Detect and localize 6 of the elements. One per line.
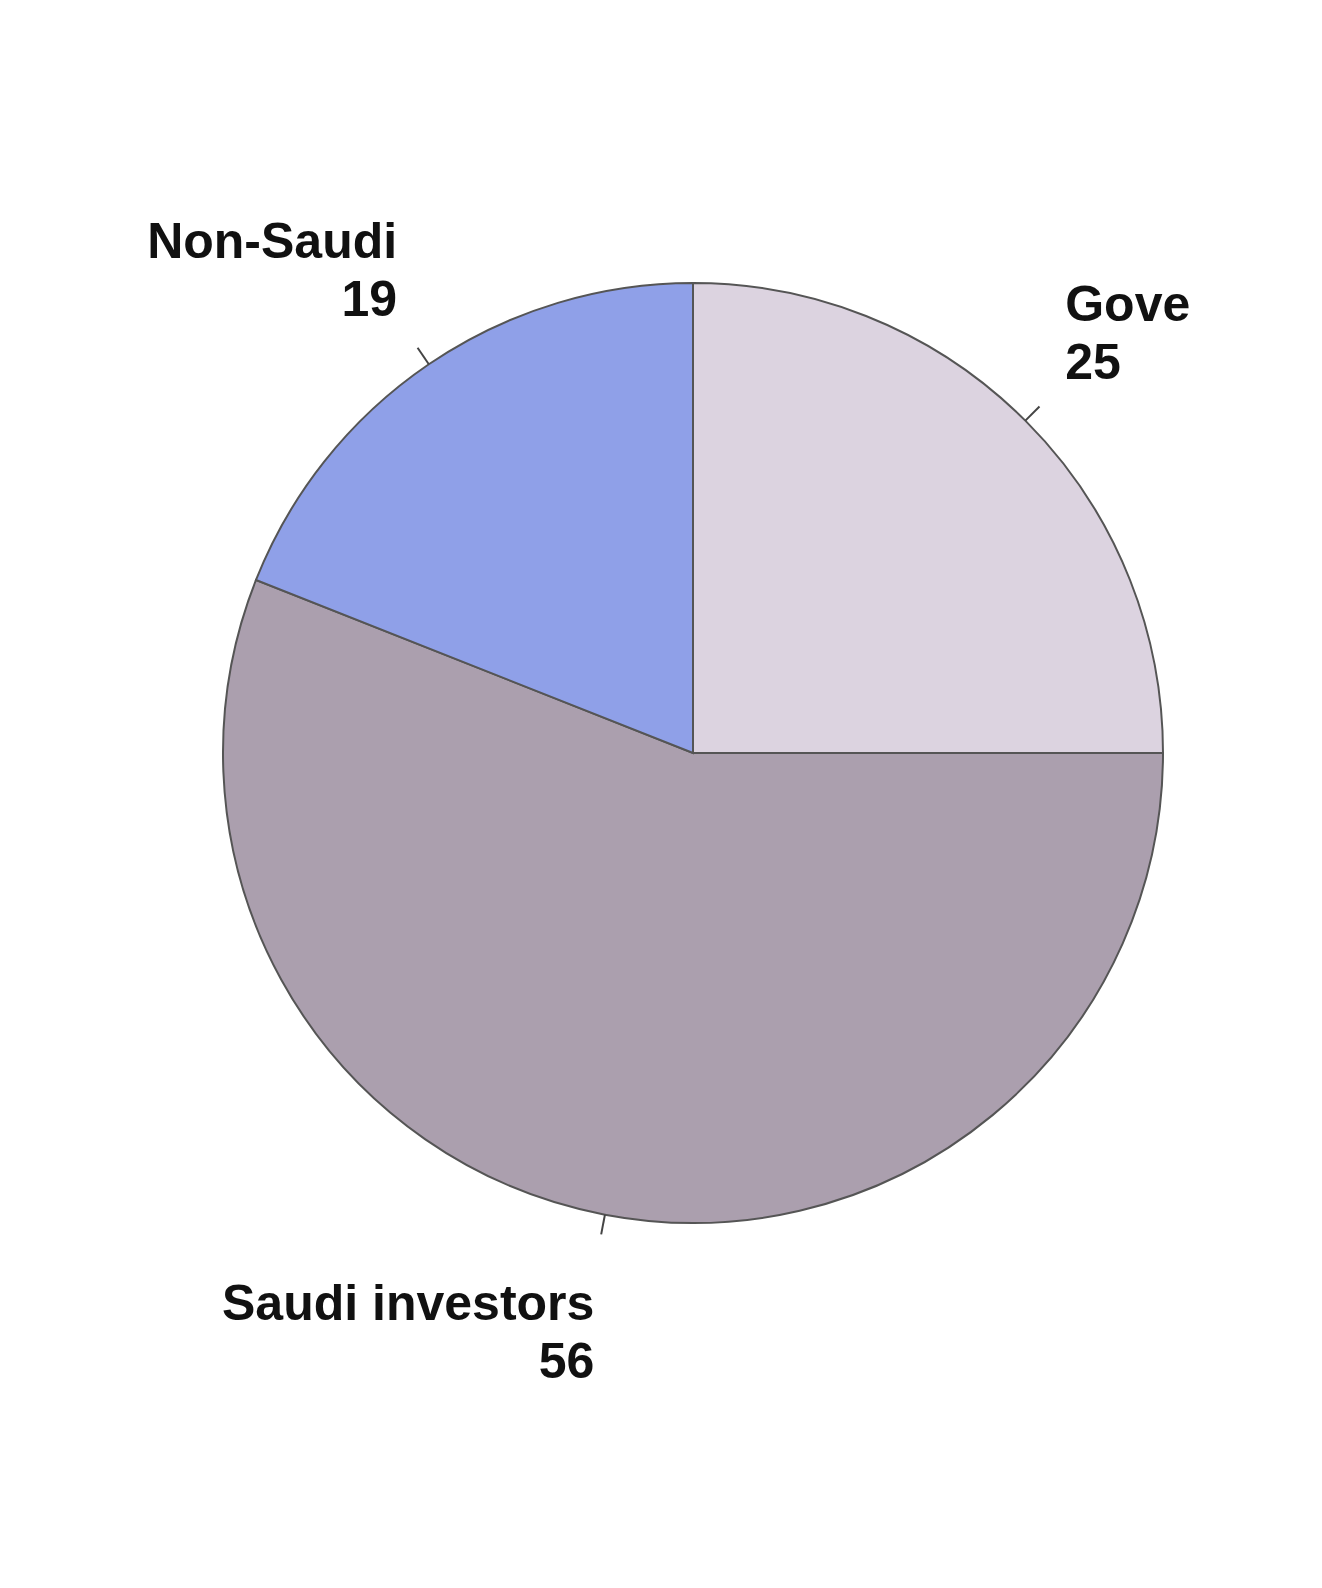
data-label: 25 [1065,333,1121,390]
slice-label: Gove [1065,275,1191,332]
slice-label: Saudi investors [222,1275,595,1332]
data-label: 56 [538,1333,595,1390]
data-label: 19 [341,270,398,327]
slice-label: Non-Saudi [147,212,398,269]
